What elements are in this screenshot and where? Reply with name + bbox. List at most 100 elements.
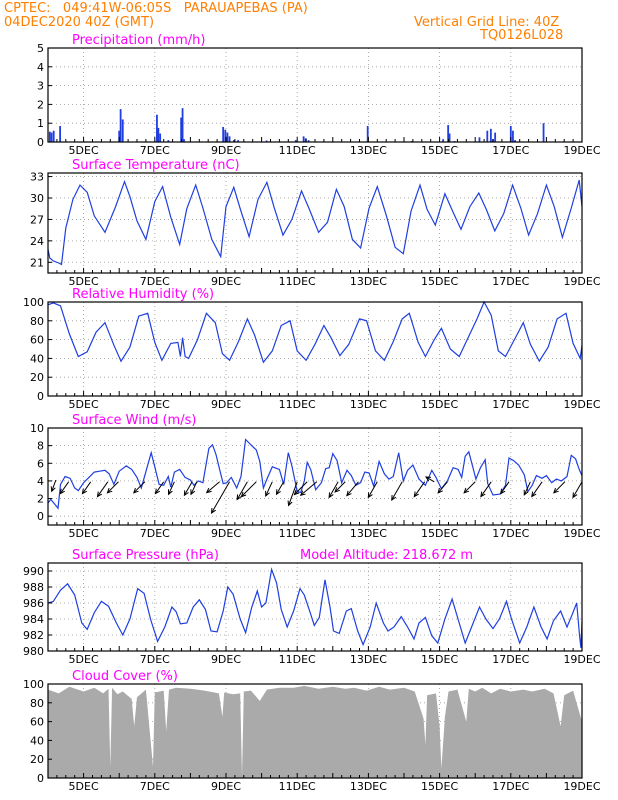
precip-bar (509, 126, 512, 142)
x-tick-label: 11DEC (279, 780, 316, 793)
precip-bar (121, 119, 124, 142)
wind-vector-head (463, 487, 470, 494)
wind-vector (276, 481, 285, 495)
precip-bar (222, 126, 225, 142)
wind-vector (241, 481, 257, 497)
precip-bar (542, 123, 545, 142)
wind-vector (523, 481, 531, 496)
wind-vector-head (424, 476, 431, 482)
wind-vector-head (346, 490, 352, 497)
x-tick-label: 11DEC (279, 527, 316, 540)
precip-bar (226, 132, 229, 142)
y-tick-label: 986 (23, 597, 44, 610)
precip-bar (442, 139, 445, 142)
x-tick-label: 11DEC (279, 144, 316, 157)
wind-vector (425, 476, 435, 483)
press-frame (47, 562, 583, 652)
x-tick-label: 7DEC (140, 144, 170, 157)
wind-vector-head (190, 489, 196, 496)
precip-bar (302, 136, 305, 142)
x-tick-label: 19DEC (563, 144, 600, 157)
y-tick-label: 1 (37, 117, 44, 130)
precip-bar (180, 117, 183, 142)
precip-bar (157, 127, 160, 142)
wind-vector (206, 481, 220, 493)
wind-vector-head (572, 492, 578, 499)
header-station: CPTEC: 049:41W-06:05S PARAUAPEBAS (PA) (4, 1, 308, 16)
x-tick-label: 13DEC (350, 275, 387, 288)
precip-bar (294, 140, 297, 142)
precip-title: Precipitation (mm/h) (72, 33, 205, 48)
x-tick-label: 17DEC (492, 527, 529, 540)
wind-vector-head (205, 487, 212, 494)
cloud-cover-area (48, 685, 582, 778)
precip-bar (48, 131, 51, 142)
y-tick-label: 20 (30, 753, 44, 766)
wind-vector (531, 481, 543, 497)
wind-vector (211, 481, 230, 514)
x-tick-label: 15DEC (421, 780, 458, 793)
x-tick-label: 17DEC (492, 653, 529, 666)
wind-vector (183, 481, 193, 496)
precip-bar (232, 140, 235, 142)
x-tick-label: 5DEC (69, 780, 99, 793)
wind-vector (413, 481, 426, 497)
wind-vector (97, 481, 109, 497)
y-tick-label: 60 (30, 334, 44, 347)
x-tick-label: 15DEC (421, 144, 458, 157)
wind-vector-head (480, 491, 486, 498)
precip-frame (47, 47, 583, 143)
x-tick-label: 17DEC (492, 780, 529, 793)
precip-bar (486, 130, 489, 142)
precip-bar (514, 140, 516, 142)
x-tick-label: 7DEC (140, 527, 170, 540)
wind-vector-head (167, 489, 173, 496)
y-tick-label: 2 (37, 98, 44, 111)
rh-panel: Relative Humidity (%) 0 20 40 60 80 100 5DEC 7DE… (23, 287, 601, 411)
wind-vector-head (236, 494, 242, 501)
wind-vector (334, 481, 346, 493)
y-tick-label: 8 (37, 440, 44, 453)
wind-vector (437, 481, 448, 494)
y-tick-label: 5 (37, 42, 44, 55)
wind-frame (47, 427, 583, 526)
wind-vector-head (240, 491, 247, 498)
precip-bar (119, 109, 122, 142)
wind-vector-head (210, 507, 216, 514)
x-tick-label: 7DEC (140, 780, 170, 793)
x-tick-label: 15DEC (421, 527, 458, 540)
precip-panel: Precipitation (mm/h) 0 1 2 3 4 5 5DEC 7DEC 9DEC 11… (37, 33, 601, 157)
x-tick-label: 5DEC (69, 398, 99, 411)
x-tick-label: 13DEC (350, 527, 387, 540)
precip-bar (50, 132, 53, 142)
x-tick-label: 7DEC (140, 653, 170, 666)
header-grid-note: Vertical Grid Line: 40Z (414, 15, 560, 30)
wind-vector-head (275, 489, 281, 496)
x-tick-label: 5DEC (69, 275, 99, 288)
y-tick-label: 27 (30, 213, 44, 226)
temp-title: Surface Temperature (nC) (72, 158, 240, 173)
precip-bar (167, 140, 170, 142)
y-tick-label: 33 (30, 171, 44, 184)
press-subtitle: Model Altitude: 218.672 m (300, 548, 473, 563)
x-tick-label: 13DEC (350, 653, 387, 666)
y-tick-label: 984 (23, 613, 44, 626)
y-tick-label: 100 (23, 678, 44, 691)
x-tick-label: 5DEC (69, 527, 99, 540)
wind-vector-head (553, 487, 559, 494)
wind-vector (82, 481, 92, 494)
precip-bar (265, 140, 268, 142)
precip-bar (366, 126, 369, 142)
wind-vector (294, 481, 308, 495)
wind-vector (500, 481, 510, 494)
precip-bar (224, 129, 227, 142)
wind-vector-head (265, 490, 270, 497)
wind-vector-head (523, 489, 529, 496)
wind-vector-head (287, 500, 293, 507)
y-tick-label: 980 (23, 645, 44, 658)
press-panel: Surface Pressure (hPa) Model Altitude: 21… (23, 548, 601, 666)
precip-bar (237, 140, 240, 142)
x-tick-label: 17DEC (492, 398, 529, 411)
x-tick-label: 15DEC (421, 398, 458, 411)
x-tick-label: 7DEC (140, 398, 170, 411)
